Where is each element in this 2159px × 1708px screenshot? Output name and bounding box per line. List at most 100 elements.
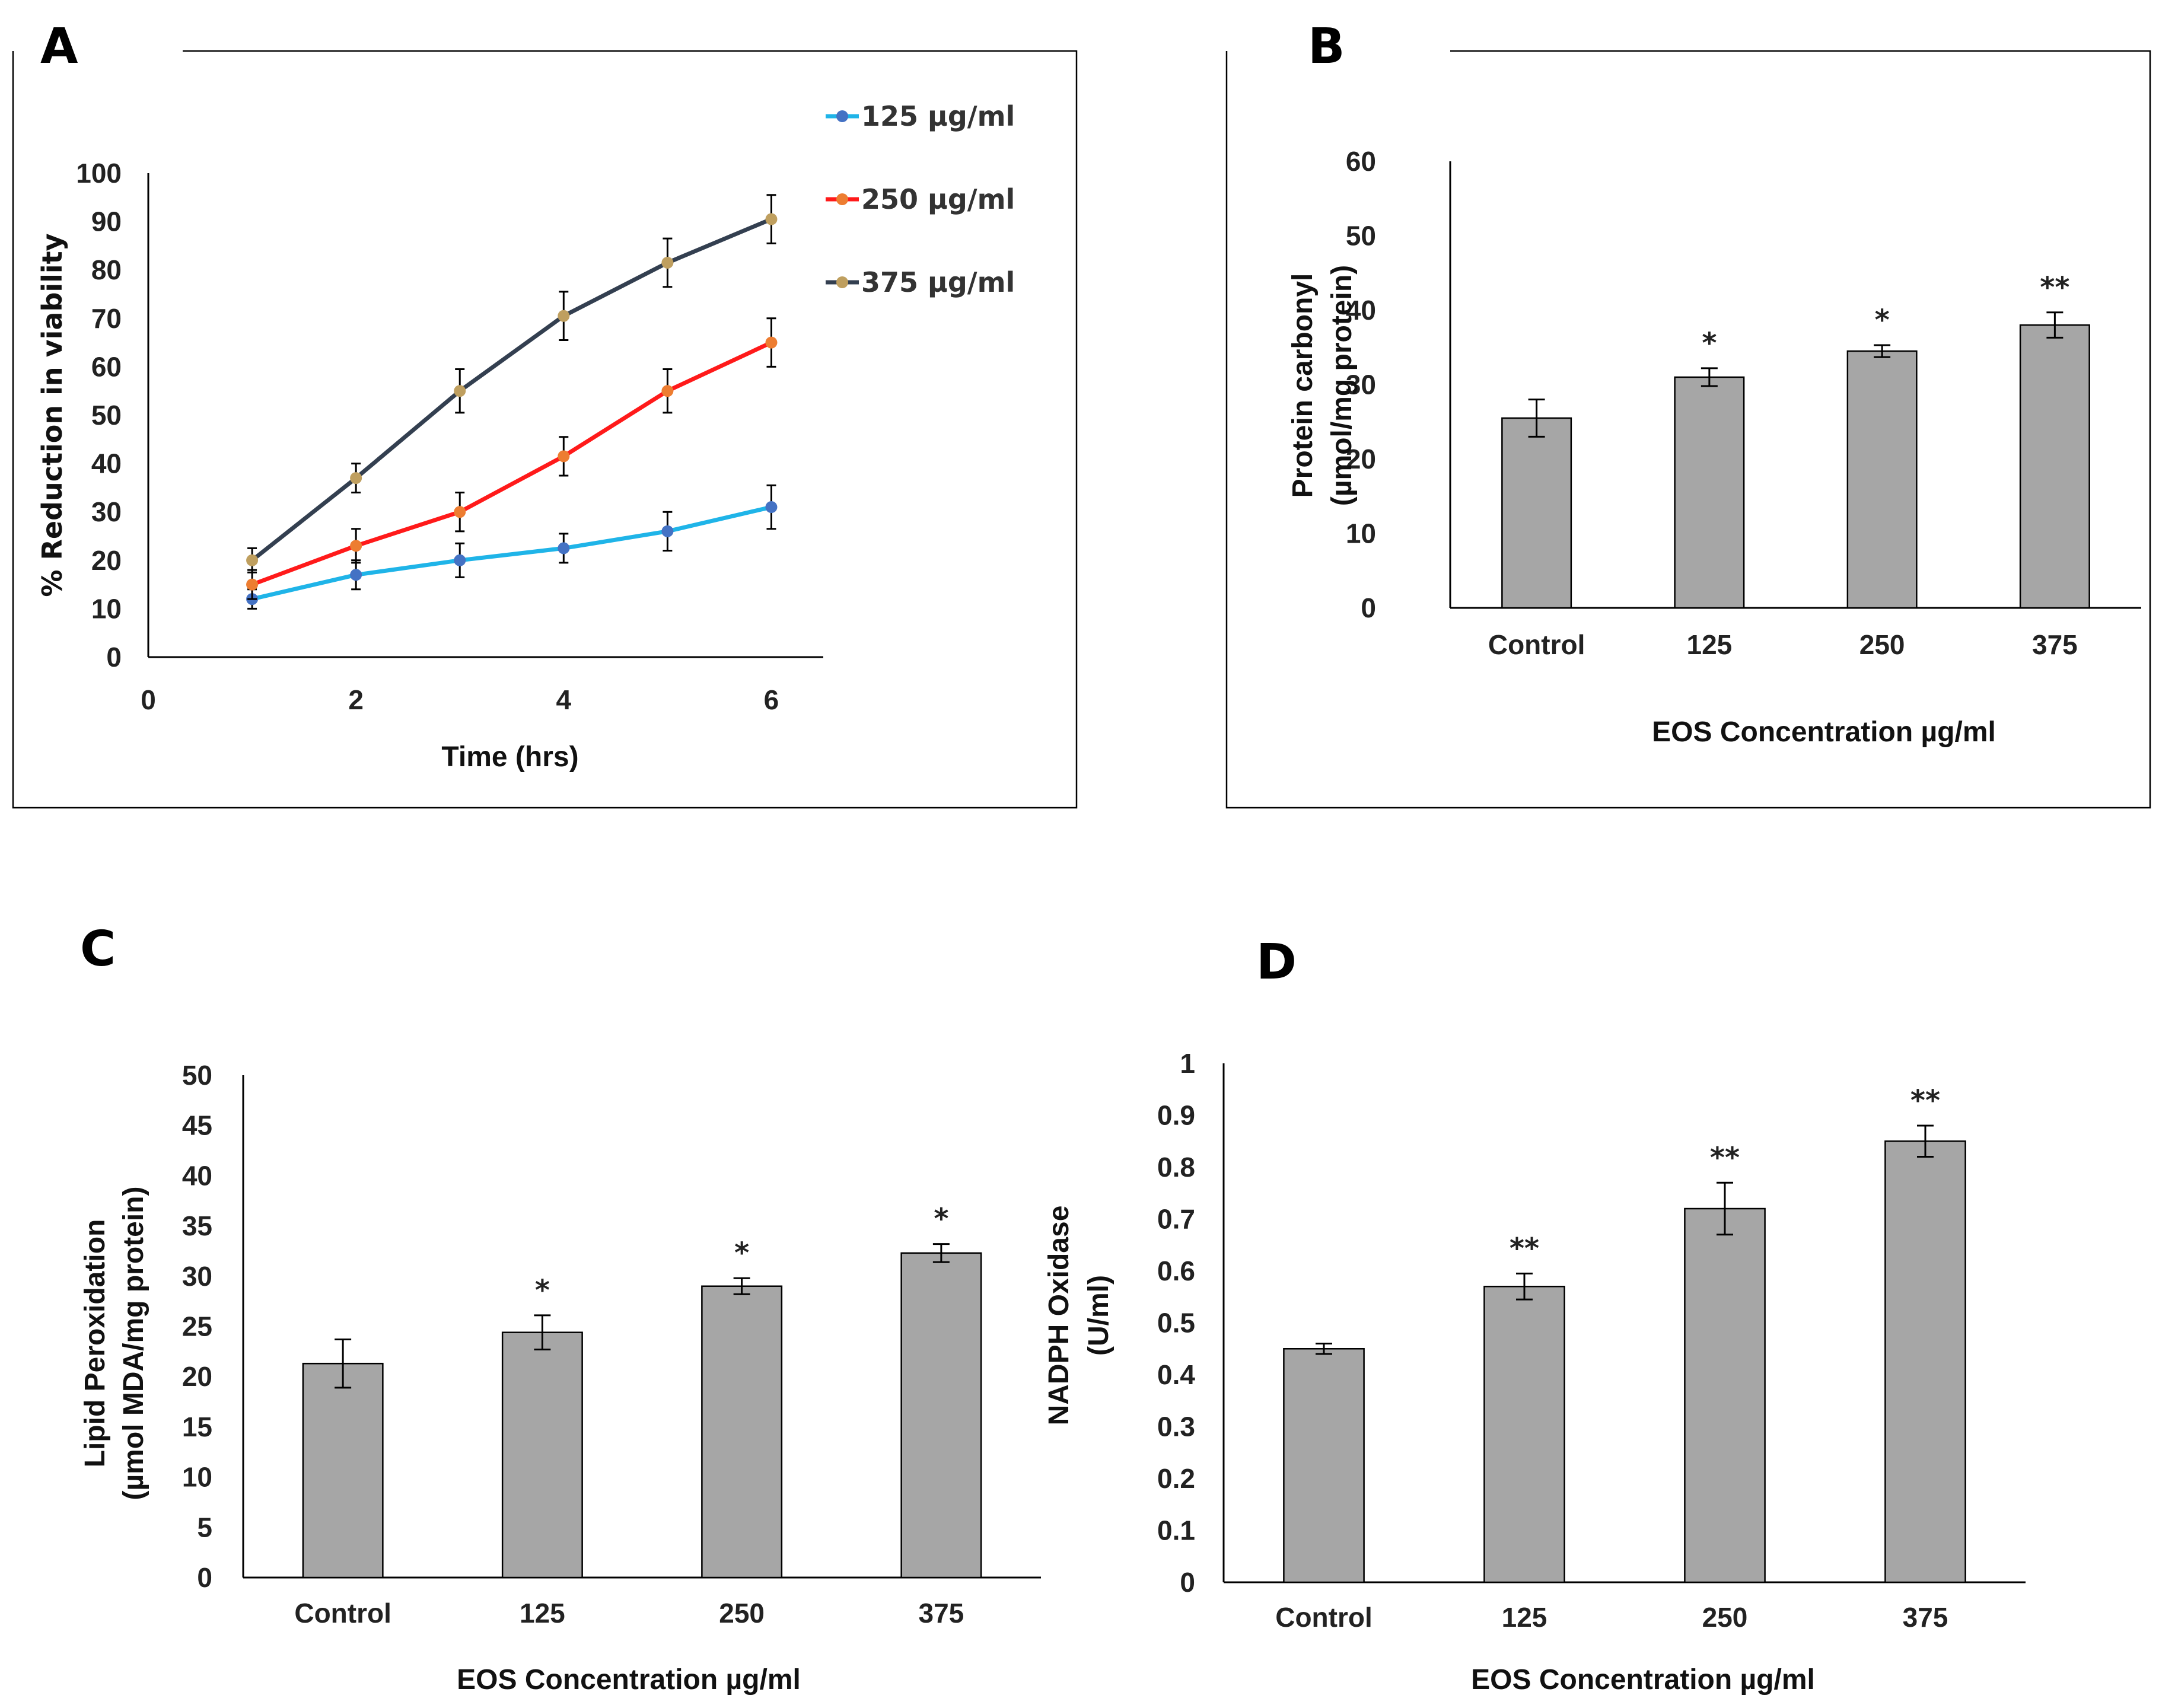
panel-d: D 0 0.1 0.2 0.3 0.4 0.5 0.6 0.7 0.8 0.9 1 Control ** 1… bbox=[1043, 934, 2026, 1696]
panel-b-significance-mark: * bbox=[1875, 304, 1890, 337]
panel-a-data-point bbox=[350, 540, 362, 552]
panel-c-y-tick-label: 35 bbox=[182, 1210, 212, 1241]
panel-d-y-axis-title: NADPH Oxidase bbox=[1043, 1206, 1075, 1426]
panel-b-y-axis-unit: (µmol/mg protein) bbox=[1326, 265, 1358, 506]
panel-d-category-label: 125 bbox=[1502, 1602, 1547, 1633]
panel-a-data-point bbox=[765, 213, 778, 225]
panel-a-data-point bbox=[765, 501, 778, 514]
panel-a-series-line bbox=[250, 217, 772, 562]
panel-a-y-tick-label: 100 bbox=[76, 158, 122, 189]
panel-b-x-axis-title: EOS Concentration µg/ml bbox=[1652, 716, 1996, 748]
panel-a-data-point bbox=[350, 472, 362, 485]
panel-b-significance-mark: ** bbox=[2040, 271, 2069, 304]
panel-c-y-axis-title: Lipid Peroxidation bbox=[79, 1219, 111, 1468]
panel-b-frame bbox=[1225, 50, 2151, 809]
panel-a-data-point bbox=[661, 256, 674, 269]
panel-d-y-axis-unit: (U/ml) bbox=[1083, 1275, 1114, 1356]
panel-d-y-tick-label: 0.4 bbox=[1157, 1359, 1195, 1390]
panel-d-significance-mark: ** bbox=[1910, 1084, 1940, 1117]
panel-c-y-tick-label: 40 bbox=[182, 1160, 212, 1191]
panel-a-x-tick-label: 2 bbox=[348, 684, 364, 715]
panel-a-data-point bbox=[246, 554, 259, 566]
panel-b-y-tick-label: 20 bbox=[1346, 444, 1376, 474]
panel-c-y-axis-unit: (µmol MDA/mg protein) bbox=[118, 1187, 149, 1500]
panel-b-y-tick-label: 60 bbox=[1346, 146, 1376, 177]
panel-a-data-point bbox=[454, 506, 466, 518]
panel-b-y-tick-label: 0 bbox=[1361, 592, 1376, 623]
panel-b-y-tick-label: 10 bbox=[1346, 518, 1376, 549]
panel-d-y-tick-label: 0.3 bbox=[1157, 1411, 1195, 1442]
panel-a-data-point bbox=[661, 525, 674, 537]
panel-a-data-point bbox=[350, 569, 362, 581]
panel-a-x-tick-label: 4 bbox=[556, 684, 572, 715]
panel-c-y-tick-label: 5 bbox=[197, 1512, 212, 1543]
panel-c-category-label: 375 bbox=[919, 1598, 964, 1629]
panel-d-y-tick-label: 0.9 bbox=[1157, 1100, 1195, 1131]
panel-c-bar bbox=[302, 1362, 384, 1579]
panel-a-x-tick-label: 0 bbox=[141, 684, 156, 715]
panel-d-category-label: Control bbox=[1275, 1602, 1373, 1633]
panel-c-category-label: 250 bbox=[719, 1598, 765, 1629]
panel-d-y-tick-label: 0.5 bbox=[1157, 1308, 1195, 1339]
panel-a-series-3 bbox=[246, 194, 778, 573]
panel-a-y-tick-label: 60 bbox=[91, 351, 122, 382]
panel-a-data-point bbox=[661, 385, 674, 397]
panel-c-category-label: Control bbox=[294, 1598, 391, 1629]
panel-a-y-tick-label: 0 bbox=[106, 642, 122, 673]
panel-a-frame bbox=[12, 50, 1078, 809]
panel-a-series-1 bbox=[246, 484, 778, 610]
panel-c-y-tick-label: 50 bbox=[182, 1060, 212, 1091]
panel-a-y-tick-label: 70 bbox=[91, 303, 122, 334]
panel-c-y-tick-label: 15 bbox=[182, 1411, 212, 1442]
panel-a-legend-marker bbox=[836, 193, 848, 205]
panel-b-bar bbox=[1846, 350, 1918, 609]
panel-d-y-tick-label: 1 bbox=[1180, 1048, 1195, 1079]
panel-a-legend-marker bbox=[836, 276, 848, 288]
panel-a-letter: A bbox=[40, 18, 78, 75]
panel-b-y-tick-label: 50 bbox=[1346, 221, 1376, 251]
panel-d-bar bbox=[1684, 1207, 1766, 1583]
panel-a-data-point bbox=[454, 385, 466, 397]
panel-a-data-point bbox=[454, 554, 466, 566]
panel-a-legend-label: 375 µg/ml bbox=[861, 266, 1015, 298]
panel-a-y-tick-label: 80 bbox=[91, 254, 122, 285]
panel-c-y-tick-label: 10 bbox=[182, 1462, 212, 1493]
panel-a-x-tick-label: 6 bbox=[764, 684, 779, 715]
panel-a-legend-label: 250 µg/ml bbox=[861, 183, 1015, 215]
panel-d-significance-mark: ** bbox=[1510, 1232, 1539, 1265]
panel-a-y-tick-label: 20 bbox=[91, 545, 122, 576]
panel-d-bar bbox=[1283, 1348, 1365, 1583]
panel-a-data-point bbox=[765, 336, 778, 349]
panel-c-category-label: 125 bbox=[520, 1598, 565, 1629]
panel-c-bar bbox=[501, 1331, 583, 1579]
panel-a-y-tick-label: 90 bbox=[91, 206, 122, 237]
panel-b: B 0 10 20 30 40 50 60 Control * 125 * 250 ** 375 EOS Co… bbox=[1225, 18, 2151, 809]
panel-a-series-line bbox=[251, 505, 772, 601]
panel-c-bar bbox=[701, 1285, 783, 1579]
panel-d-letter: D bbox=[1256, 934, 1297, 990]
panel-b-category-label: 375 bbox=[2032, 629, 2078, 660]
panel-a-legend-label: 125 µg/ml bbox=[861, 100, 1015, 132]
panel-c-y-tick-label: 30 bbox=[182, 1261, 212, 1292]
panel-d-category-label: 375 bbox=[1903, 1602, 1948, 1633]
panel-b-bar bbox=[2019, 324, 2090, 609]
panel-b-bar bbox=[1501, 417, 1572, 609]
panel-b-y-tick-label: 40 bbox=[1346, 295, 1376, 326]
panel-a-y-tick-label: 10 bbox=[91, 593, 122, 624]
panel-b-bar bbox=[1674, 376, 1745, 609]
panel-c-significance-mark: * bbox=[535, 1274, 550, 1307]
panel-b-y-axis-title: Protein carbonyl bbox=[1287, 273, 1319, 498]
panel-c-x-axis-title: EOS Concentration µg/ml bbox=[457, 1664, 801, 1696]
panel-a: A 0 10 20 30 40 50 60 70 80 90 100 0 2 4 6 Time (hrs) % R… bbox=[12, 18, 1078, 809]
panel-c-y-tick-label: 25 bbox=[182, 1311, 212, 1342]
panel-a-legend-marker bbox=[836, 110, 848, 122]
panel-a-data-point bbox=[558, 310, 570, 322]
panel-a-data-point bbox=[558, 450, 570, 463]
panel-c: C 0 5 10 15 20 25 30 35 40 45 50 Control * 125 * 250 * 375… bbox=[79, 921, 1041, 1696]
panel-a-y-tick-label: 50 bbox=[91, 400, 122, 431]
panel-b-significance-mark: * bbox=[1702, 327, 1717, 360]
panel-d-y-tick-label: 0.1 bbox=[1157, 1515, 1195, 1546]
panel-a-y-tick-label: 30 bbox=[91, 496, 122, 527]
